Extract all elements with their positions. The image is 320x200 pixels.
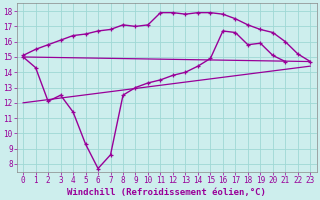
X-axis label: Windchill (Refroidissement éolien,°C): Windchill (Refroidissement éolien,°C): [67, 188, 266, 197]
